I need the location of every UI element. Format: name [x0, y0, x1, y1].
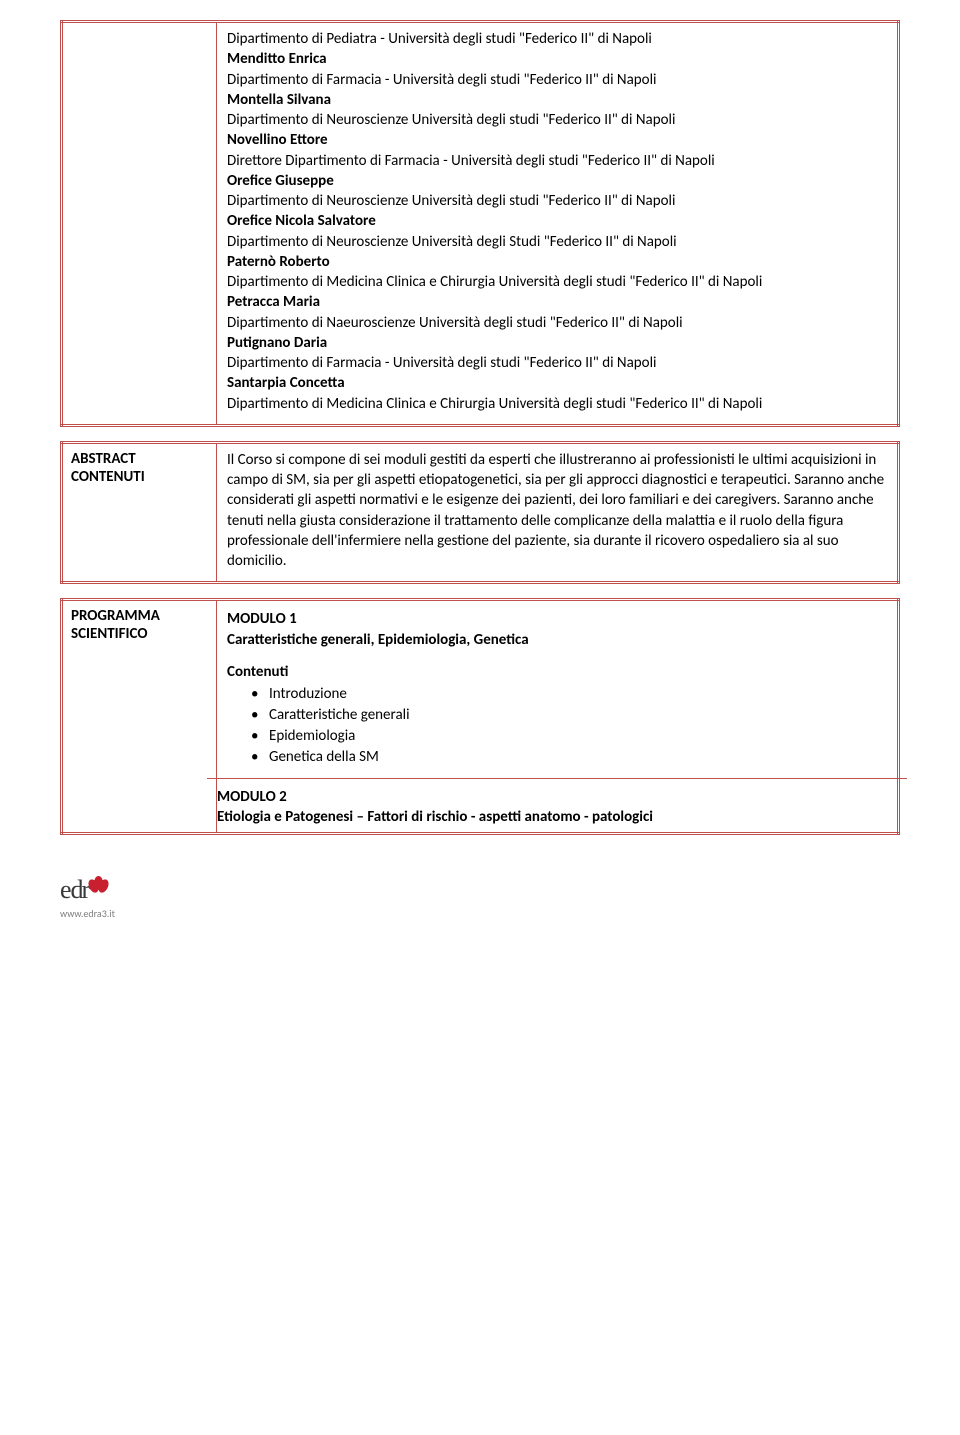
- logo-text: edr: [60, 875, 107, 904]
- faculty-name: Petracca Maria: [227, 292, 887, 312]
- module2-subtitle: Etiologia e Patogenesi – Fattori di risc…: [217, 807, 897, 827]
- logo-flower-icon: [89, 878, 107, 896]
- faculty-name: Orefice Nicola Salvatore: [227, 211, 887, 231]
- faculty-label-cell: [62, 22, 217, 426]
- module1-contents-label: Contenuti: [227, 662, 887, 682]
- faculty-content-cell: Dipartimento di Pediatra - Università de…: [217, 22, 899, 426]
- faculty-line: Dipartimento di Neuroscienze Università …: [227, 232, 887, 252]
- list-item: Caratteristiche generali: [269, 705, 887, 726]
- module1-title: MODULO 1: [227, 609, 887, 629]
- faculty-name: Paternò Roberto: [227, 252, 887, 272]
- module1-bullets: Introduzione Caratteristiche generali Ep…: [227, 684, 887, 768]
- faculty-line: Dipartimento di Farmacia - Università de…: [227, 353, 887, 373]
- list-item: Epidemiologia: [269, 726, 887, 747]
- faculty-line: Dipartimento di Neuroscienze Università …: [227, 110, 887, 130]
- footer: edr www.edra3.it: [60, 875, 900, 920]
- faculty-name: Menditto Enrica: [227, 49, 887, 69]
- program-table: PROGRAMMA SCIENTIFICO MODULO 1 Caratteri…: [60, 598, 900, 834]
- faculty-line: Dipartimento di Naeuroscienze Università…: [227, 313, 887, 333]
- program-label-2: SCIENTIFICO: [71, 625, 208, 643]
- module2-title: MODULO 2: [217, 787, 897, 807]
- faculty-name: Orefice Giuseppe: [227, 171, 887, 191]
- program-content-cell: MODULO 1 Caratteristiche generali, Epide…: [217, 600, 899, 833]
- faculty-line: Dipartimento di Pediatra - Università de…: [227, 29, 887, 49]
- faculty-name: Santarpia Concetta: [227, 373, 887, 393]
- faculty-line: Dipartimento di Medicina Clinica e Chiru…: [227, 394, 887, 414]
- abstract-text: Il Corso si compone di sei moduli gestit…: [227, 450, 887, 572]
- faculty-line: Dipartimento di Medicina Clinica e Chiru…: [227, 272, 887, 292]
- list-item: Introduzione: [269, 684, 887, 705]
- faculty-line: Direttore Dipartimento di Farmacia - Uni…: [227, 151, 887, 171]
- module1-subtitle: Caratteristiche generali, Epidemiologia,…: [227, 630, 887, 650]
- abstract-label-cell: ABSTRACT CONTENUTI: [62, 442, 217, 583]
- faculty-name: Putignano Daria: [227, 333, 887, 353]
- footer-site: www.edra3.it: [60, 907, 900, 920]
- module-divider: MODULO 2 Etiologia e Patogenesi – Fattor…: [207, 778, 907, 832]
- abstract-content-cell: Il Corso si compone di sei moduli gestit…: [217, 442, 899, 583]
- abstract-table: ABSTRACT CONTENUTI Il Corso si compone d…: [60, 441, 900, 585]
- program-label-cell: PROGRAMMA SCIENTIFICO: [62, 600, 217, 833]
- abstract-label-1: ABSTRACT: [71, 450, 208, 468]
- list-item: Genetica della SM: [269, 747, 887, 768]
- faculty-table: Dipartimento di Pediatra - Università de…: [60, 20, 900, 427]
- faculty-line: Dipartimento di Neuroscienze Università …: [227, 191, 887, 211]
- abstract-label-2: CONTENUTI: [71, 468, 208, 486]
- logo: edr: [60, 875, 107, 905]
- faculty-name: Montella Silvana: [227, 90, 887, 110]
- program-label-1: PROGRAMMA: [71, 607, 208, 625]
- faculty-name: Novellino Ettore: [227, 130, 887, 150]
- faculty-line: Dipartimento di Farmacia - Università de…: [227, 70, 887, 90]
